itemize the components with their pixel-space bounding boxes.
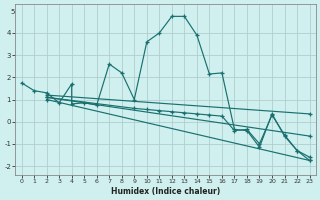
Text: 5: 5 — [11, 9, 15, 15]
X-axis label: Humidex (Indice chaleur): Humidex (Indice chaleur) — [111, 187, 220, 196]
